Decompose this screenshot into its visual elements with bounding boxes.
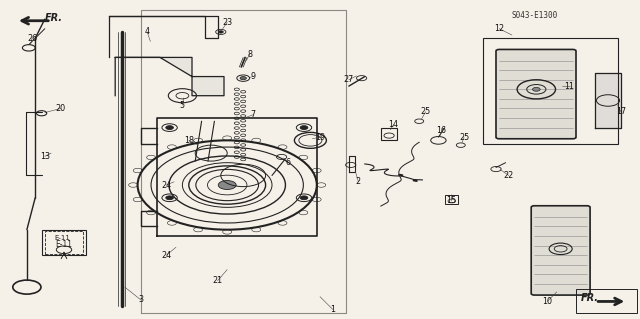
Text: 9: 9	[250, 72, 255, 81]
Text: FR.: FR.	[580, 293, 598, 303]
Text: S043-E1300: S043-E1300	[512, 11, 558, 20]
Circle shape	[166, 126, 173, 130]
Circle shape	[240, 77, 246, 80]
Circle shape	[532, 87, 540, 91]
Text: E-11: E-11	[55, 235, 70, 241]
Text: 21: 21	[212, 276, 223, 285]
Text: 27: 27	[344, 75, 354, 84]
Text: 13: 13	[40, 152, 50, 161]
Circle shape	[300, 126, 308, 130]
Text: 3: 3	[138, 295, 143, 304]
Text: 20: 20	[56, 104, 66, 113]
Text: 22: 22	[504, 171, 514, 180]
Text: 16: 16	[436, 126, 447, 135]
Text: 2: 2	[356, 177, 361, 186]
Text: 18: 18	[184, 136, 194, 145]
Text: 5: 5	[180, 101, 185, 110]
Bar	[483, 38, 618, 144]
FancyBboxPatch shape	[496, 49, 576, 139]
Circle shape	[300, 196, 308, 200]
Text: 6: 6	[285, 158, 291, 167]
Text: 4: 4	[145, 27, 150, 36]
Text: 7: 7	[250, 110, 255, 119]
Text: 14: 14	[388, 120, 399, 129]
Bar	[42, 230, 86, 255]
Polygon shape	[115, 57, 224, 96]
Text: E-11: E-11	[56, 240, 72, 249]
Circle shape	[218, 181, 236, 189]
Text: 17: 17	[616, 107, 626, 116]
Text: 23: 23	[222, 18, 232, 27]
Bar	[381, 128, 397, 140]
Bar	[45, 231, 83, 254]
Text: 10: 10	[542, 297, 552, 306]
Polygon shape	[595, 73, 621, 128]
Text: 12: 12	[494, 24, 504, 33]
Text: 25: 25	[420, 107, 431, 116]
Text: 15: 15	[446, 197, 456, 205]
Text: FR.: FR.	[45, 12, 63, 23]
Text: 19: 19	[315, 133, 325, 142]
Text: 1: 1	[330, 305, 335, 314]
Circle shape	[218, 31, 223, 33]
FancyBboxPatch shape	[531, 206, 590, 295]
Circle shape	[166, 196, 173, 200]
Text: 11: 11	[564, 82, 575, 91]
Text: 26: 26	[27, 34, 37, 43]
Text: 24: 24	[161, 181, 172, 189]
Text: 24: 24	[161, 251, 172, 260]
Bar	[445, 195, 458, 204]
Text: 25: 25	[459, 133, 469, 142]
Bar	[576, 289, 637, 313]
Text: 8: 8	[247, 50, 252, 59]
